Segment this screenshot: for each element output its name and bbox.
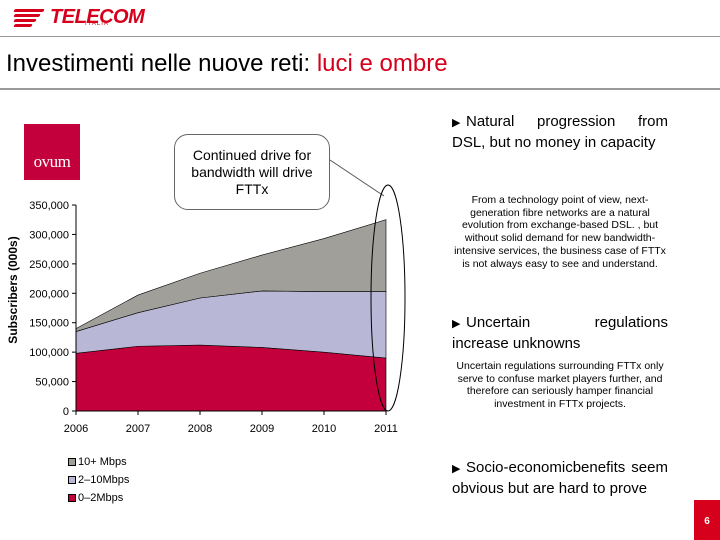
y-tick-label: 250,000	[29, 259, 69, 271]
y-axis-label: Subscribers (000s)	[6, 236, 20, 343]
title-main: Investimenti nelle nuove reti:	[6, 50, 311, 77]
fttx-highlight-ellipse	[370, 184, 406, 412]
bullet-natural-progression: ▶ Natural progression from DSL, but no mo…	[452, 112, 668, 152]
bullet-heading: Natural progression from DSL, but no mon…	[452, 113, 668, 151]
bullet-arrow-icon: ▶	[452, 318, 461, 330]
legend-item: 10+ Mbps	[68, 453, 129, 471]
legend-label: 10+ Mbps	[78, 456, 127, 468]
chart-axes	[72, 204, 387, 415]
bullet-socio-economic: ▶ Socio-economicbenefits seem obvious but…	[452, 458, 668, 498]
callout-bubble: Continued drive for bandwidth will drive…	[174, 134, 330, 210]
title-accent: luci e ombre	[316, 50, 448, 77]
bullet-arrow-icon: ▶	[452, 117, 461, 129]
bullet-uncertain-regulations: ▶ Uncertain regulations increase unknowns	[452, 313, 668, 353]
bullet-detail: From a technology point of view, next-ge…	[454, 194, 666, 270]
bullet-heading: Socio-economicbenefits seem obvious but …	[452, 459, 668, 497]
brand-sub: ITALIA	[85, 21, 109, 27]
legend-item: 0–2Mbps	[68, 489, 129, 507]
x-tick-labels: 2006 2007 2008 2009 2010 2011	[64, 423, 398, 435]
bullet-heading: Uncertain regulations increase unknowns	[452, 314, 668, 352]
callout-pointer	[329, 159, 385, 197]
area-series-0	[75, 344, 387, 412]
brand-name: TELECOM	[50, 6, 145, 28]
legend-label: 2–10Mbps	[78, 474, 130, 486]
ovum-logo: ovum	[24, 124, 80, 180]
x-tick-label: 2011	[374, 423, 398, 435]
bullet-detail: Uncertain regulations surrounding FTTx o…	[456, 360, 664, 411]
bullet-arrow-icon: ▶	[452, 463, 461, 475]
legend-item: 2–10Mbps	[68, 471, 129, 489]
y-tick-label: 0	[63, 406, 69, 418]
chart-legend: 10+ Mbps 2–10Mbps 0–2Mbps	[68, 453, 129, 507]
y-tick-label: 150,000	[29, 318, 69, 330]
y-tick-label: 100,000	[29, 347, 69, 359]
legend-label: 0–2Mbps	[78, 492, 124, 504]
x-tick-label: 2009	[250, 423, 274, 435]
x-tick-label: 2007	[126, 423, 150, 435]
slide-title: Investimenti nelle nuove reti: luci e om…	[6, 50, 448, 78]
telecom-italia-logo: TELECOM	[13, 4, 145, 30]
ovum-logo-text: ovum	[33, 152, 71, 171]
y-tick-label: 50,000	[35, 377, 69, 389]
area-series-2	[75, 219, 387, 332]
x-tick-label: 2008	[188, 423, 212, 435]
chart-areas	[75, 219, 387, 412]
legend-swatch-0to2	[68, 494, 76, 502]
y-tick-label: 200,000	[29, 288, 69, 300]
y-tick-label: 350,000	[29, 200, 69, 212]
header-divider	[0, 36, 720, 37]
legend-swatch-10plus	[68, 458, 76, 466]
x-tick-label: 2006	[64, 423, 88, 435]
title-divider	[0, 88, 720, 90]
x-tick-label: 2010	[312, 423, 336, 435]
legend-swatch-2to10	[68, 476, 76, 484]
y-tick-labels: 0 50,000 100,000 150,000 200,000 250,000 300,0…	[29, 200, 69, 418]
page-number: 6	[694, 500, 720, 540]
y-tick-label: 300,000	[29, 229, 69, 241]
